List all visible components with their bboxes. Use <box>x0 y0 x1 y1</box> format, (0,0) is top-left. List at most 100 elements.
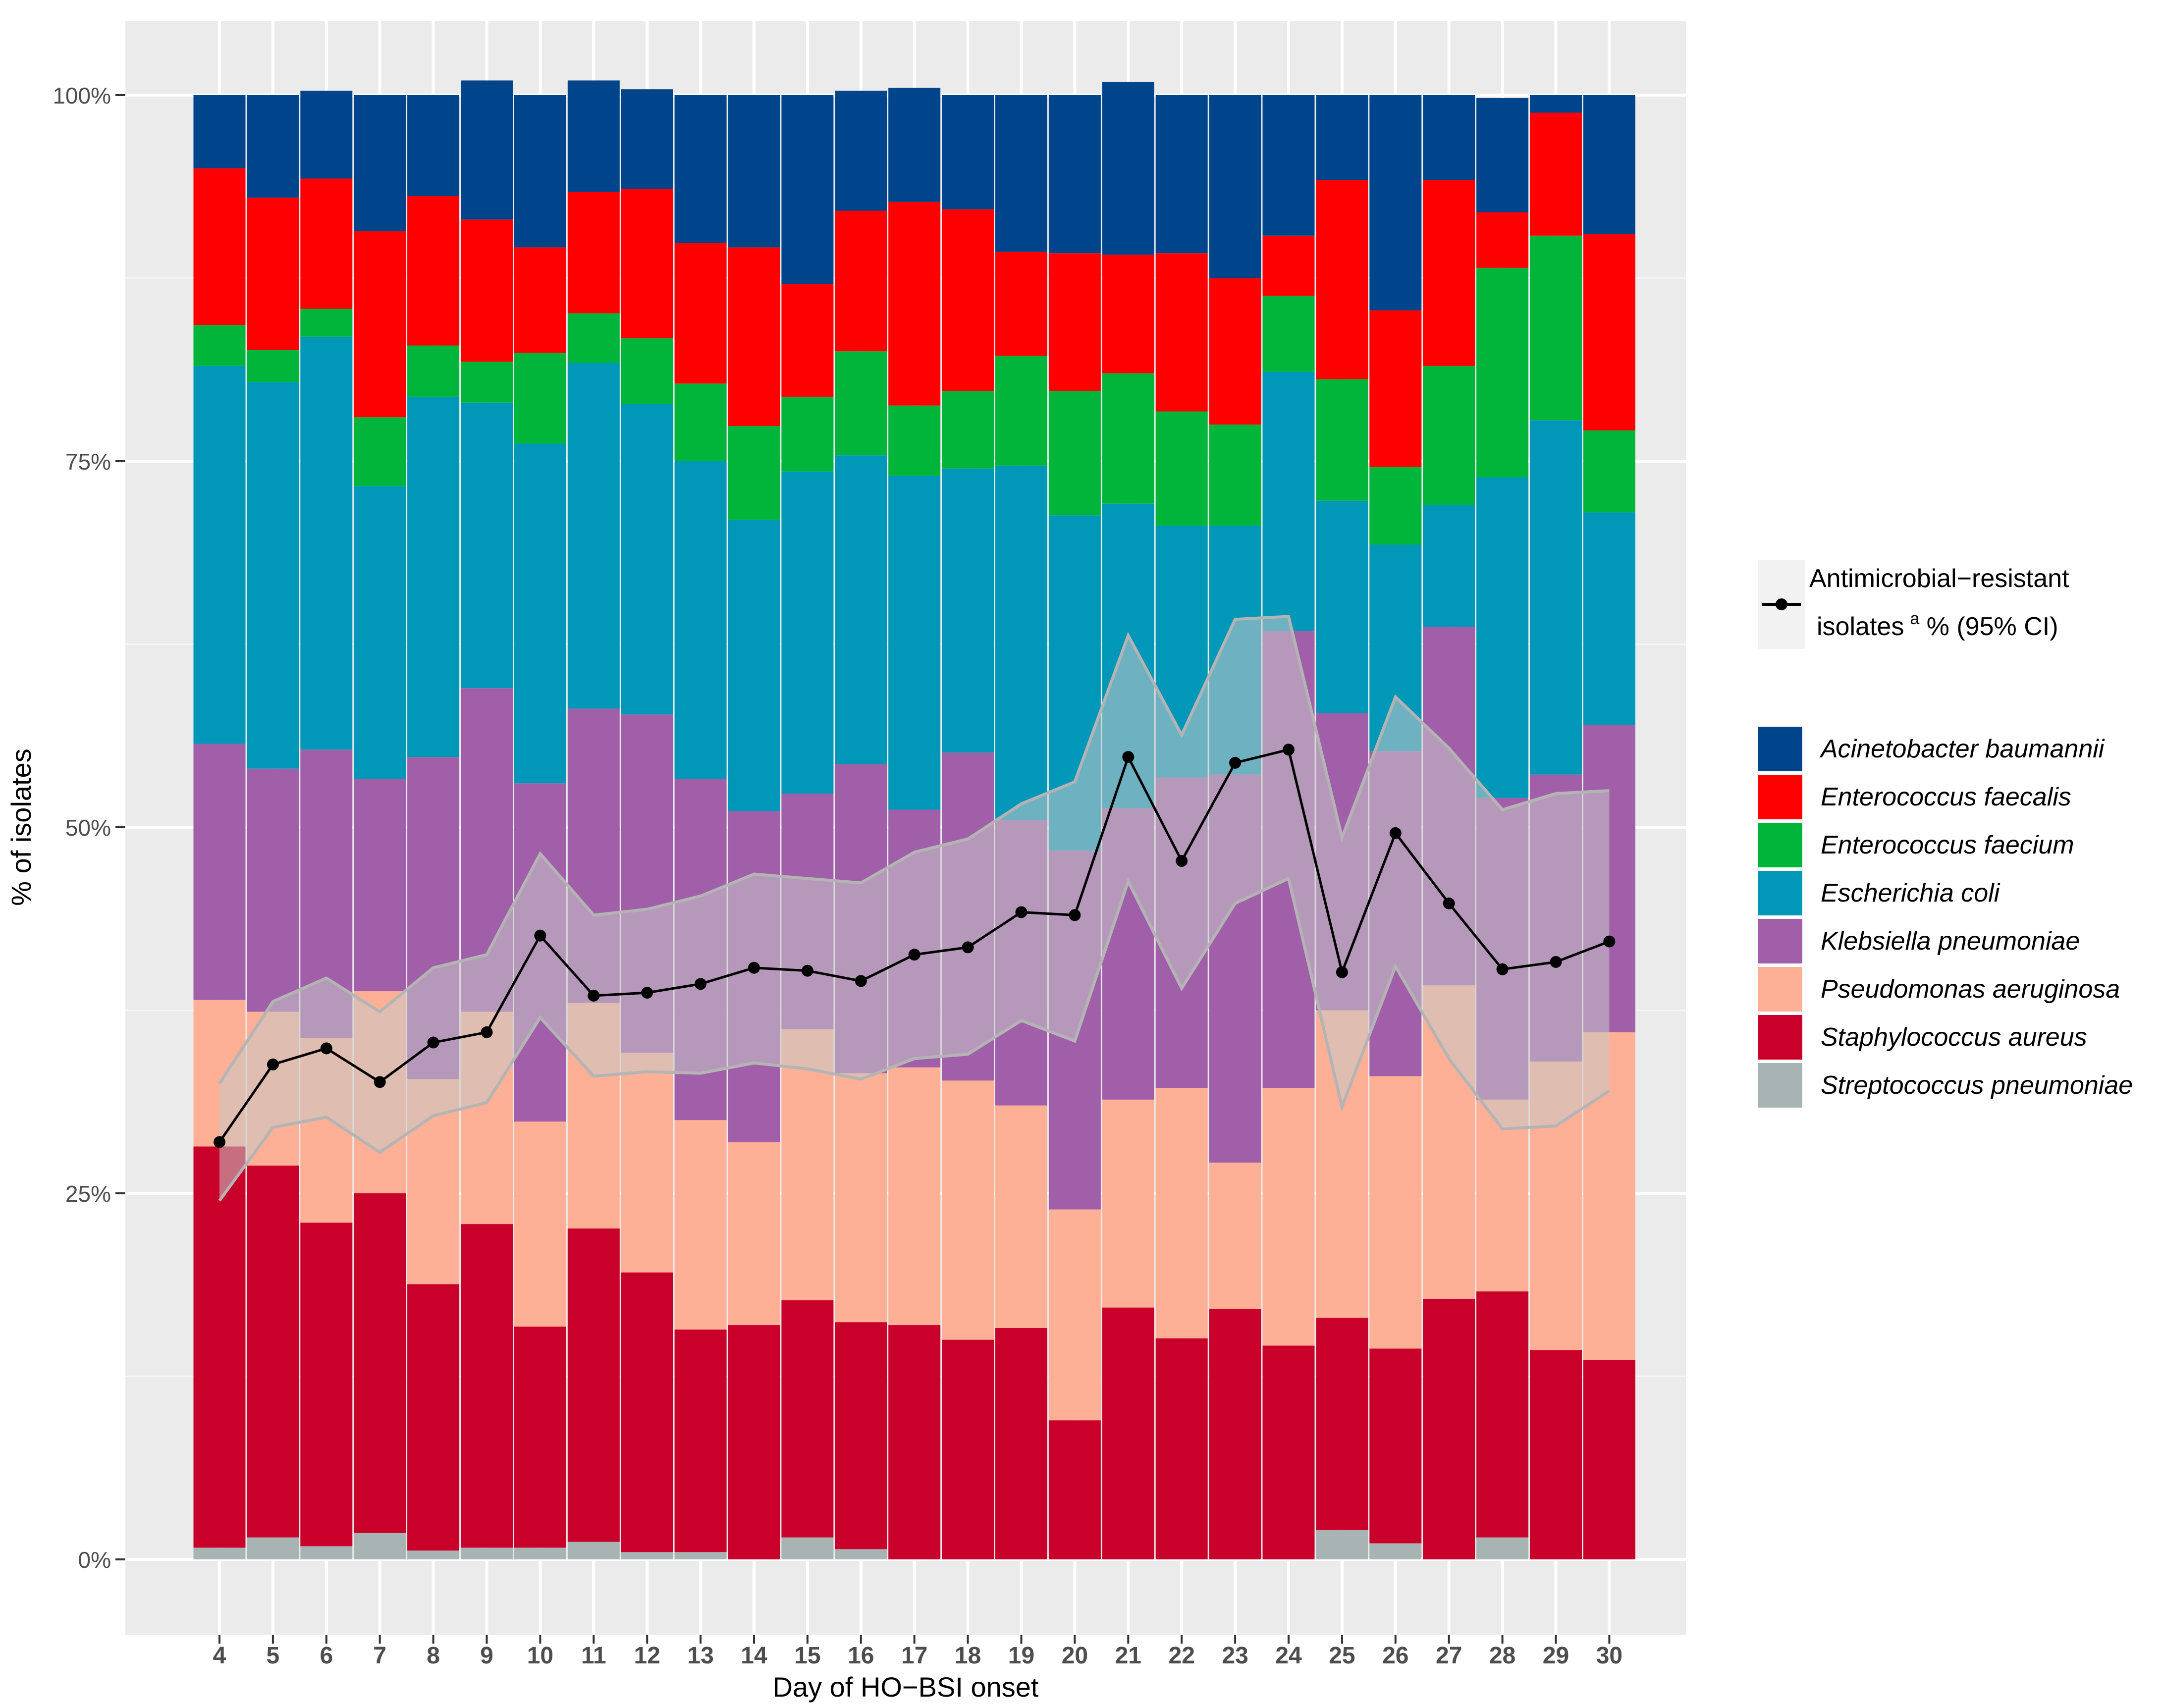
bar-day15-staphylococcus-aureus <box>781 1300 834 1538</box>
bar-day25-enterococcus-faecalis <box>1316 180 1368 379</box>
y-tick-label-3: 75% <box>65 449 111 475</box>
bar-day22-pseudomonas-aeruginosa <box>1155 1088 1208 1338</box>
bar-day14-enterococcus-faecalis <box>728 247 780 427</box>
bar-day9-acinetobacter-baumannii <box>461 80 513 220</box>
bar-day20-acinetobacter-baumannii <box>1048 95 1101 254</box>
bar-day11-staphylococcus-aureus <box>567 1228 620 1542</box>
x-tick-label-27: 27 <box>1436 1643 1462 1669</box>
resistance-point-day4 <box>214 1136 225 1148</box>
bar-day23-staphylococcus-aureus <box>1209 1309 1261 1559</box>
bar-day16-enterococcus-faecalis <box>835 211 887 352</box>
bar-day13-pseudomonas-aeruginosa <box>674 1120 727 1330</box>
legend-label-streptococcus-pneumoniae: Streptococcus pneumoniae <box>1821 1071 2133 1100</box>
resistance-point-day5 <box>267 1058 279 1070</box>
bar-day17-enterococcus-faecalis <box>888 202 941 406</box>
resistance-point-day24 <box>1283 744 1295 756</box>
bar-day19-escherichia-coli <box>995 465 1047 820</box>
bar-day11-enterococcus-faecium <box>567 313 620 363</box>
bar-day14-acinetobacter-baumannii <box>728 95 780 248</box>
bar-day13-enterococcus-faecium <box>674 383 727 461</box>
bar-day15-escherichia-coli <box>781 471 834 794</box>
legend-line-title-part3: % (95% CI) <box>1919 612 2058 641</box>
bar-day16-acinetobacter-baumannii <box>835 91 887 211</box>
bar-day10-enterococcus-faecalis <box>514 247 566 353</box>
resistance-point-day20 <box>1069 909 1081 921</box>
bar-day16-escherichia-coli <box>835 455 887 764</box>
resistance-point-day17 <box>908 949 920 961</box>
bar-day4-streptococcus-pneumoniae <box>193 1548 246 1559</box>
bar-day18-escherichia-coli <box>942 468 994 753</box>
x-tick-label-10: 10 <box>527 1643 553 1669</box>
bar-day15-acinetobacter-baumannii <box>781 95 834 284</box>
bar-day7-klebsiella-pneumoniae <box>354 779 406 992</box>
bar-day20-staphylococcus-aureus <box>1048 1420 1101 1559</box>
x-tick-label-25: 25 <box>1329 1643 1355 1669</box>
x-tick-label-5: 5 <box>267 1643 280 1669</box>
bars <box>193 80 1635 1559</box>
bar-day20-enterococcus-faecalis <box>1048 253 1101 391</box>
bar-day8-enterococcus-faecalis <box>407 196 460 346</box>
bar-day24-pseudomonas-aeruginosa <box>1262 1088 1315 1346</box>
bar-day15-enterococcus-faecalis <box>781 284 834 397</box>
resistance-point-day25 <box>1336 966 1348 978</box>
bar-day28-enterococcus-faecalis <box>1476 212 1529 268</box>
y-tick-label-1: 25% <box>65 1181 111 1207</box>
bar-day16-streptococcus-pneumoniae <box>835 1549 887 1559</box>
bar-day16-enterococcus-faecium <box>835 351 887 456</box>
bar-day6-escherichia-coli <box>300 336 353 750</box>
bar-day8-staphylococcus-aureus <box>407 1284 460 1551</box>
bar-day23-pseudomonas-aeruginosa <box>1209 1162 1261 1309</box>
bar-day29-staphylococcus-aureus <box>1530 1350 1582 1559</box>
bar-day16-staphylococcus-aureus <box>835 1322 887 1549</box>
bar-day27-enterococcus-faecium <box>1423 366 1475 505</box>
x-tick-label-11: 11 <box>581 1643 606 1669</box>
bar-day6-enterococcus-faecium <box>300 309 353 337</box>
bar-day24-staphylococcus-aureus <box>1262 1345 1315 1559</box>
resistance-point-day27 <box>1443 897 1455 909</box>
bar-day24-acinetobacter-baumannii <box>1262 95 1315 236</box>
resistance-point-day19 <box>1015 906 1027 918</box>
bar-day13-staphylococcus-aureus <box>674 1329 727 1552</box>
resistance-line <box>214 744 1616 1148</box>
x-tick-label-18: 18 <box>955 1643 981 1669</box>
bar-day30-staphylococcus-aureus <box>1583 1360 1635 1559</box>
bar-day9-staphylococcus-aureus <box>461 1224 513 1548</box>
bar-day9-streptococcus-pneumoniae <box>461 1548 513 1559</box>
legend-swatch-enterococcus-faecium <box>1758 823 1802 867</box>
bar-day26-acinetobacter-baumannii <box>1369 95 1422 311</box>
ci-band <box>218 615 1611 1202</box>
bar-day29-enterococcus-faecium <box>1530 235 1582 421</box>
x-tick-label-21: 21 <box>1115 1643 1141 1669</box>
bar-day16-pseudomonas-aeruginosa <box>835 1073 887 1323</box>
resistance-point-day10 <box>534 929 546 942</box>
legend-swatch-acinetobacter-baumannii <box>1758 727 1802 771</box>
y-axis: 0% 25% 50% 75% 100% <box>53 83 125 1573</box>
x-tick-label-4: 4 <box>213 1643 226 1669</box>
resistance-point-day15 <box>801 964 813 977</box>
bar-day10-streptococcus-pneumoniae <box>514 1548 566 1559</box>
bar-day21-enterococcus-faecalis <box>1102 255 1154 374</box>
legend-label-staphylococcus-aureus: Staphylococcus aureus <box>1821 1023 2087 1052</box>
bar-day24-enterococcus-faecium <box>1262 295 1315 372</box>
bar-day15-enterococcus-faecium <box>781 396 834 472</box>
x-tick-label-16: 16 <box>848 1643 874 1669</box>
bar-day28-escherichia-coli <box>1476 477 1529 798</box>
legend-swatch-staphylococcus-aureus <box>1758 1015 1802 1060</box>
bar-day20-enterococcus-faecium <box>1048 391 1101 516</box>
bar-day30-enterococcus-faecium <box>1583 430 1635 513</box>
bar-day19-enterococcus-faecalis <box>995 252 1047 356</box>
bar-day12-enterococcus-faecalis <box>621 189 673 338</box>
bar-day11-escherichia-coli <box>567 363 620 709</box>
bar-day18-pseudomonas-aeruginosa <box>942 1080 994 1340</box>
bar-day9-enterococcus-faecalis <box>461 219 513 362</box>
bar-day5-escherichia-coli <box>247 382 299 769</box>
legend-line-title-row2: isolates a % (95% CI) <box>1817 609 2058 641</box>
x-tick-label-22: 22 <box>1169 1643 1195 1669</box>
bar-day27-staphylococcus-aureus <box>1423 1298 1475 1559</box>
bar-day22-enterococcus-faecium <box>1155 411 1208 526</box>
bar-day14-pseudomonas-aeruginosa <box>728 1142 780 1326</box>
bar-day5-staphylococcus-aureus <box>247 1165 299 1538</box>
bar-day17-pseudomonas-aeruginosa <box>888 1067 941 1326</box>
bar-day26-pseudomonas-aeruginosa <box>1369 1076 1422 1349</box>
